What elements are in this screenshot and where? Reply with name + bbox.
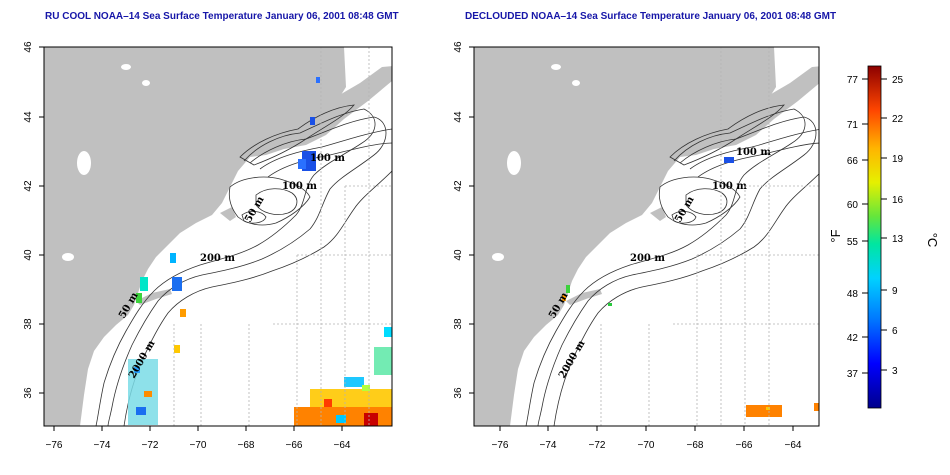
lat-tick-label: 38	[453, 318, 464, 330]
lat-tick-label: 40	[23, 249, 34, 261]
graticule	[173, 47, 392, 426]
contour-label-200m: 200 m	[200, 253, 235, 264]
fahrenheit-axis-label: °F	[828, 229, 843, 242]
fahrenheit-tick: 42	[847, 333, 859, 344]
celsius-tick: 9	[892, 286, 898, 297]
celsius-tick: 19	[892, 154, 904, 165]
map-panel-raw: 100 m 100 m 50 m 200 m 50 m 2000 m	[23, 41, 393, 451]
celsius-tick: 6	[892, 326, 898, 337]
celsius-tick: 16	[892, 195, 904, 206]
celsius-tick: 22	[892, 114, 904, 125]
contour-label-100m: 100 m	[712, 181, 747, 192]
celsius-axis-label: °C	[925, 233, 940, 248]
lat-tick-label: 38	[23, 318, 34, 330]
fahrenheit-tick: 37	[847, 369, 859, 380]
lat-tick-label: 42	[23, 180, 34, 192]
lat-tick-label: 44	[453, 111, 464, 123]
lon-tick-label: −66	[286, 440, 303, 451]
fahrenheit-tick: 77	[847, 75, 859, 86]
lat-tick-label: 42	[453, 180, 464, 192]
colorbar-gradient	[867, 65, 882, 409]
lat-tick-label: 44	[23, 111, 34, 123]
lat-tick-label: 36	[453, 387, 464, 399]
lon-tick-label: −70	[190, 440, 207, 451]
lat-tick-label: 46	[453, 41, 464, 53]
lon-tick-label: −64	[334, 440, 351, 451]
map-frame	[43, 46, 393, 427]
lon-tick-label: −74	[94, 440, 111, 451]
lon-tick-label: −64	[785, 440, 802, 451]
lon-tick-label: −76	[46, 440, 63, 451]
contour-label-50m: 50 m	[673, 194, 697, 224]
celsius-tick: 25	[892, 75, 904, 86]
fahrenheit-tick: 60	[847, 200, 859, 211]
contour-label-100m: 100 m	[310, 153, 345, 164]
lon-tick-label: −74	[540, 440, 557, 451]
fahrenheit-tick: 48	[847, 289, 859, 300]
celsius-tick: 13	[892, 234, 904, 245]
lat-tick-label: 40	[453, 249, 464, 261]
sst-colorbar: 77 71 66 60 55 48 42 37 25 22 19 16 13 9…	[828, 65, 940, 409]
lon-tick-label: −76	[492, 440, 509, 451]
map-panel-declouded: 100 m 100 m 50 m 200 m 50 m 2000 m	[453, 41, 820, 451]
lon-tick-label: −66	[736, 440, 753, 451]
lon-tick-label: −72	[589, 440, 606, 451]
map-title-raw: RU COOL NOAA–14 Sea Surface Temperature …	[45, 11, 399, 22]
lon-tick-label: −70	[638, 440, 655, 451]
fahrenheit-tick: 66	[847, 156, 859, 167]
lat-tick-label: 46	[23, 41, 34, 53]
lon-tick-label: −68	[238, 440, 255, 451]
map-title-declouded: DECLOUDED NOAA–14 Sea Surface Temperatur…	[465, 11, 837, 22]
lat-tick-label: 36	[23, 387, 34, 399]
lon-tick-label: −68	[687, 440, 704, 451]
contour-label-100m: 100 m	[282, 181, 317, 192]
contour-label-50m: 50 m	[243, 194, 267, 224]
contour-label-100m: 100 m	[736, 147, 771, 158]
fahrenheit-tick: 71	[847, 120, 859, 131]
lon-tick-label: −72	[142, 440, 159, 451]
celsius-tick: 3	[892, 366, 898, 377]
fahrenheit-tick: 55	[847, 237, 859, 248]
sst-pixels-declouded	[562, 157, 819, 417]
contour-label-2000m: 2000 m	[557, 338, 588, 380]
sst-pixels-raw	[128, 77, 392, 426]
graticule	[600, 47, 819, 426]
contour-label-200m: 200 m	[630, 253, 665, 264]
